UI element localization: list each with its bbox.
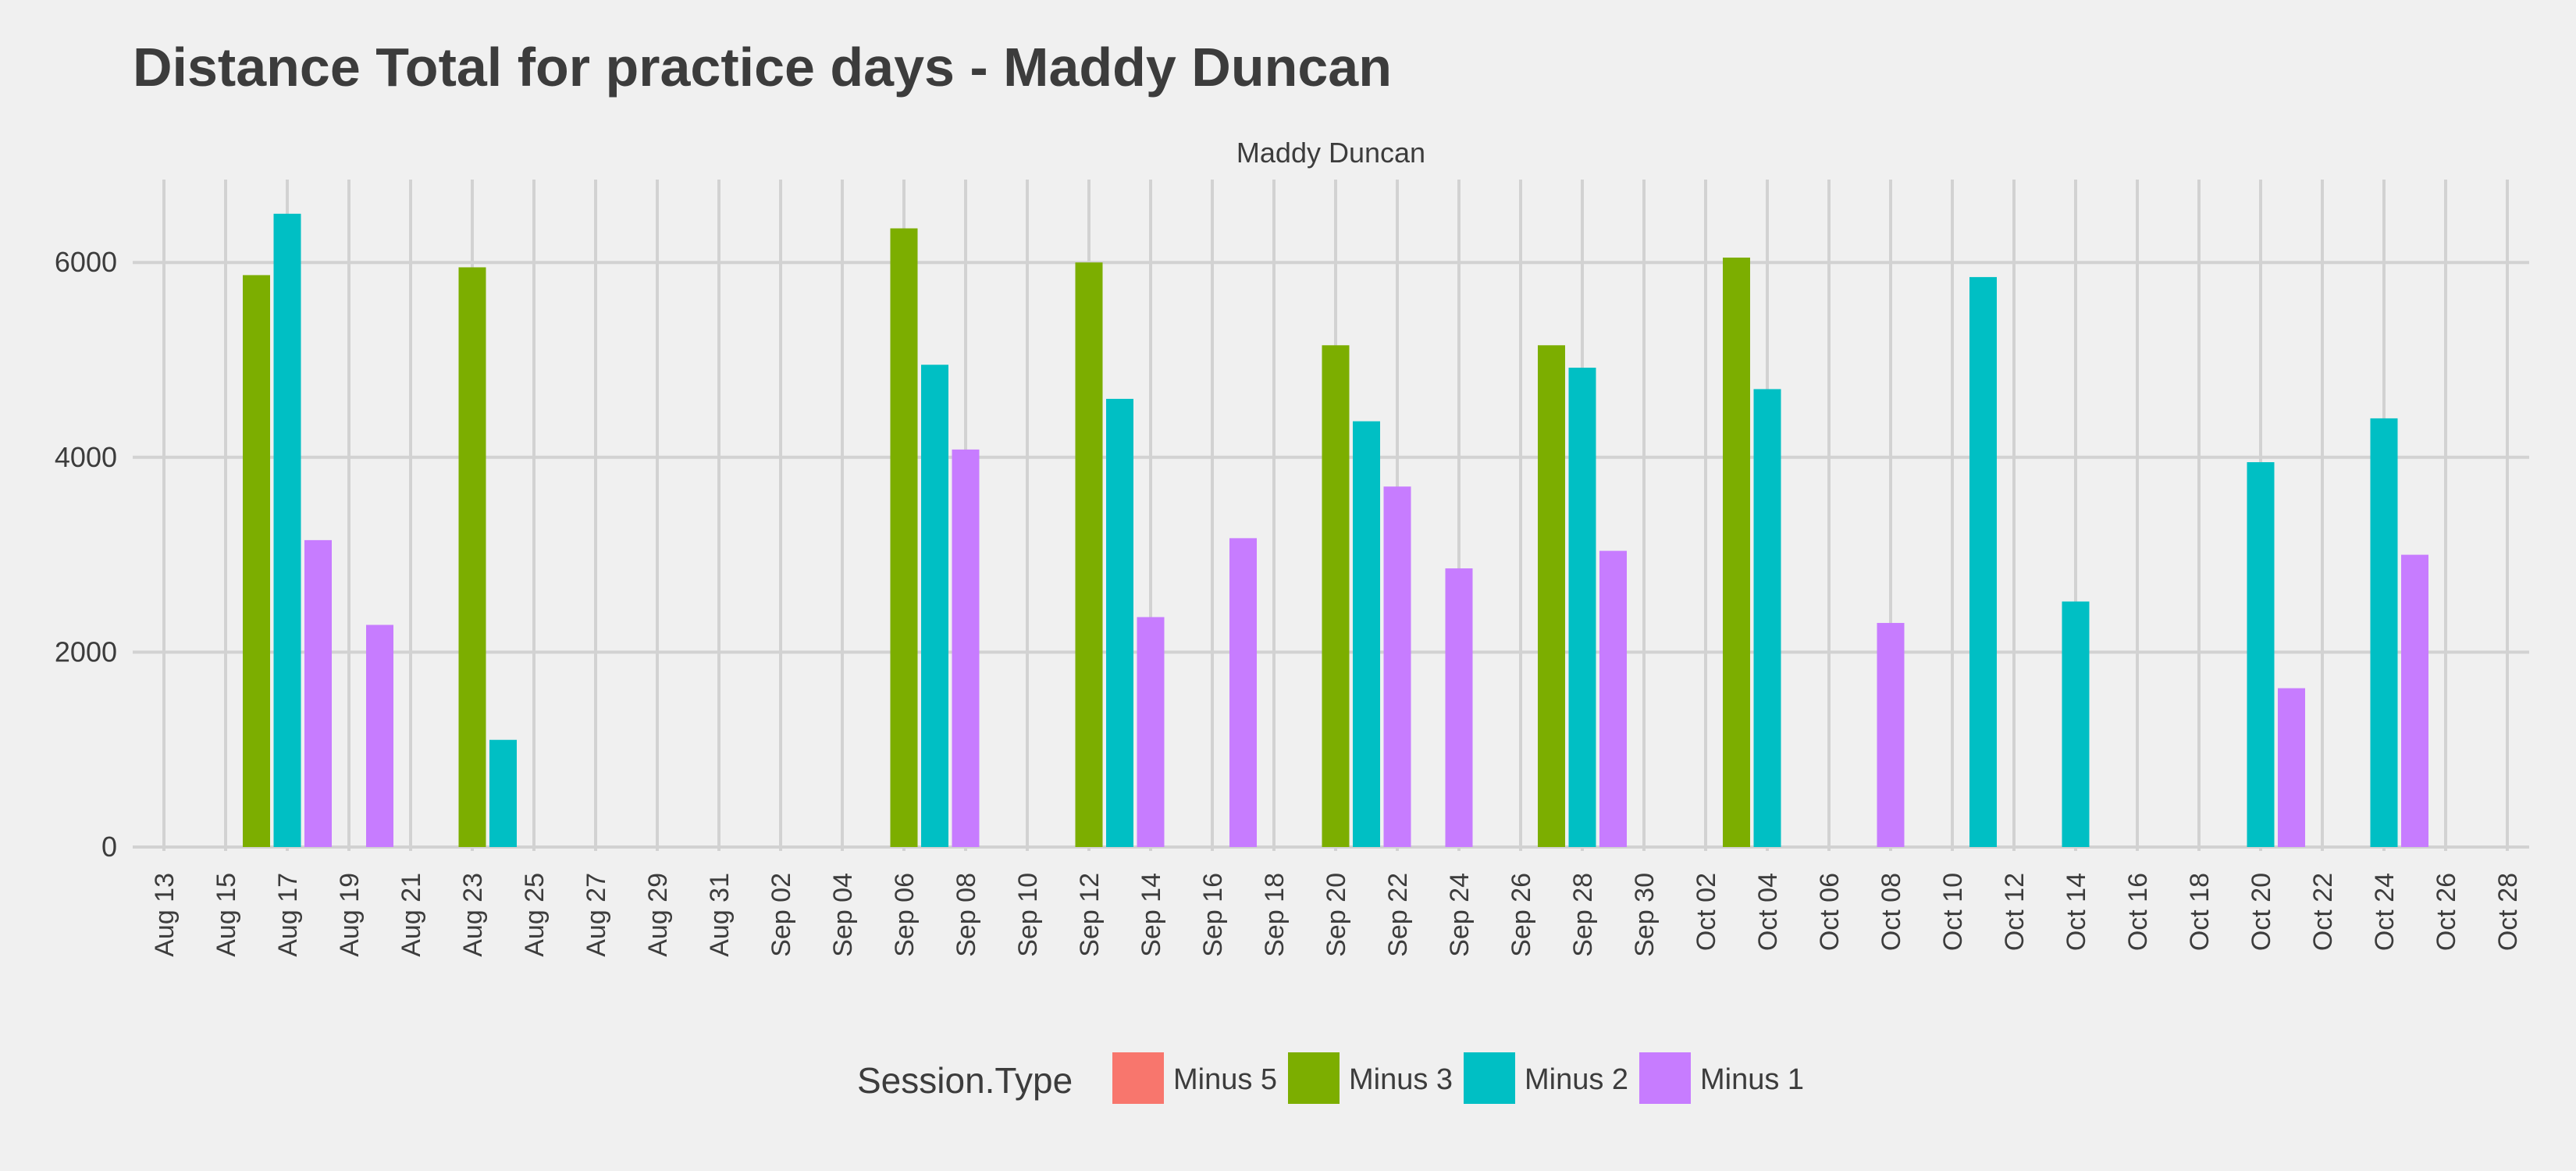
bar: [243, 275, 270, 847]
x-tick-label: Sep 06: [890, 873, 920, 957]
x-tick-label: Oct 10: [1938, 873, 1968, 951]
bar: [1969, 276, 1997, 847]
bar: [1322, 345, 1350, 847]
bar: [1137, 617, 1165, 847]
x-tick-label: Sep 16: [1198, 873, 1228, 957]
bar: [1383, 486, 1411, 847]
chart-title: Distance Total for practice days - Maddy…: [133, 37, 1392, 98]
x-tick-label: Oct 16: [2123, 873, 2153, 951]
bar: [304, 539, 332, 847]
x-tick-label: Oct 28: [2493, 873, 2523, 951]
x-tick-label: Sep 20: [1322, 873, 1351, 957]
x-tick-label: Sep 26: [1507, 873, 1536, 957]
x-tick-label: Oct 02: [1692, 873, 1721, 951]
bar: [1568, 367, 1596, 847]
legend-key: [1112, 1052, 1164, 1104]
y-axis-ticks: 0 2000 4000 6000: [55, 246, 117, 863]
x-tick-label: Oct 18: [2185, 873, 2215, 951]
legend: Session.Type Minus 5 Minus 3 Minus 2 Minus …: [857, 1052, 1804, 1104]
x-tick-label: Aug 25: [520, 873, 550, 957]
x-tick-label: Oct 08: [1877, 873, 1906, 951]
legend-label: Minus 5: [1173, 1063, 1277, 1096]
x-tick-label: Sep 08: [952, 873, 981, 957]
x-tick-label: Sep 28: [1568, 873, 1598, 957]
bar: [1877, 622, 1905, 847]
bar: [921, 365, 948, 847]
x-tick-label: Oct 06: [1815, 873, 1845, 951]
legend-label: Minus 3: [1349, 1063, 1453, 1096]
x-tick-label: Sep 30: [1630, 873, 1660, 957]
y-tick-label: 0: [101, 831, 117, 863]
bar: [1445, 568, 1473, 847]
x-tick-label: Sep 10: [1013, 873, 1043, 957]
bar: [1106, 398, 1133, 847]
legend-key: [1288, 1052, 1340, 1104]
x-tick-label: Oct 04: [1753, 873, 1783, 951]
legend-title: Session.Type: [857, 1060, 1073, 1101]
x-tick-label: Oct 20: [2247, 873, 2276, 951]
x-tick-label: Aug 27: [582, 873, 611, 957]
bar: [1538, 345, 1565, 847]
x-tick-label: Oct 24: [2370, 873, 2400, 951]
legend-key: [1639, 1052, 1691, 1104]
x-tick-label: Sep 18: [1260, 873, 1290, 957]
x-tick-label: Aug 29: [643, 873, 673, 957]
x-tick-label: Aug 17: [273, 873, 303, 957]
bar: [2247, 462, 2275, 847]
legend-key: [1464, 1052, 1515, 1104]
bar: [366, 625, 393, 847]
bar: [2062, 601, 2090, 847]
bar: [458, 267, 486, 847]
y-tick-label: 6000: [55, 246, 117, 278]
x-tick-label: Sep 14: [1137, 873, 1166, 957]
x-tick-label: Sep 22: [1383, 873, 1413, 957]
bar: [952, 449, 980, 847]
bar: [273, 213, 301, 847]
x-tick-label: Aug 23: [458, 873, 488, 957]
x-tick-label: Oct 22: [2308, 873, 2338, 951]
x-tick-label: Sep 04: [828, 873, 858, 957]
bars: [243, 213, 2428, 848]
x-tick-label: Oct 14: [2062, 873, 2091, 951]
x-axis-ticks: Aug 13 Aug 15 Aug 17 Aug 19 Aug 21 Aug 23 Aug …: [150, 873, 2523, 957]
bar: [2370, 418, 2398, 847]
x-tick-label: Aug 31: [705, 873, 735, 957]
bar: [890, 228, 918, 847]
x-tick-label: Aug 13: [150, 873, 180, 957]
bar: [1075, 262, 1103, 847]
facet-label: Maddy Duncan: [1236, 137, 1425, 169]
bar: [2278, 688, 2305, 847]
y-tick-label: 4000: [55, 441, 117, 473]
bar: [489, 739, 517, 847]
x-tick-label: Oct 12: [2000, 873, 2030, 951]
x-tick-label: Sep 24: [1445, 873, 1475, 957]
legend-label: Minus 2: [1525, 1063, 1628, 1096]
x-tick-label: Sep 12: [1075, 873, 1105, 957]
x-tick-label: Sep 02: [767, 873, 796, 957]
x-tick-label: Aug 15: [212, 873, 241, 957]
x-tick-label: Aug 21: [397, 873, 426, 957]
bar: [1753, 389, 1781, 847]
x-tick-label: Oct 26: [2432, 873, 2461, 951]
legend-label: Minus 1: [1700, 1063, 1804, 1096]
bar: [1353, 421, 1380, 847]
bar: [1723, 257, 1750, 848]
bar: [1229, 538, 1257, 847]
bar: [1599, 550, 1627, 847]
bar: [2401, 554, 2428, 847]
x-tick-label: Aug 19: [335, 873, 365, 957]
y-tick-label: 2000: [55, 635, 117, 667]
